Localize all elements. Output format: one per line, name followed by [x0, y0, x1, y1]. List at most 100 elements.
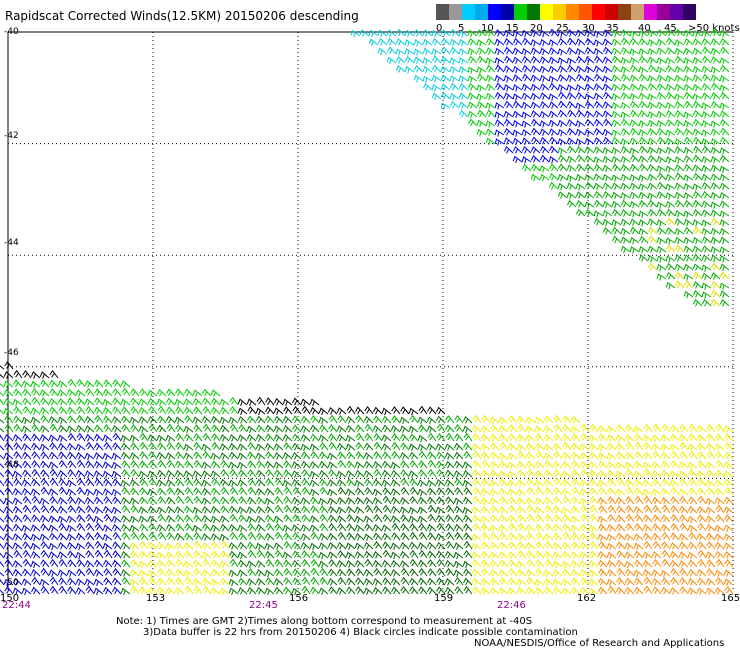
wind-barb: [525, 497, 536, 505]
wind-barb: [692, 65, 703, 74]
wind-barb: [710, 298, 721, 307]
wind-barb: [543, 452, 554, 461]
wind-barb: [719, 57, 730, 65]
wind-barb: [129, 497, 140, 506]
wind-barb: [426, 416, 437, 424]
wind-barb: [390, 577, 401, 586]
wind-barb: [720, 127, 730, 136]
wind-barb: [139, 441, 149, 451]
wind-barb: [616, 550, 626, 559]
wind-barb: [561, 460, 572, 469]
wind-barb: [336, 470, 347, 479]
wind-barb: [404, 39, 415, 47]
wind-barb: [449, 57, 460, 65]
wind-barb: [570, 524, 581, 533]
wind-barb: [265, 468, 275, 478]
wind-barb: [58, 585, 68, 595]
wind-barb: [228, 442, 239, 451]
wind-barb: [683, 75, 694, 83]
wind-barb: [175, 550, 185, 559]
wind-barb: [719, 219, 730, 227]
wind-barb: [525, 442, 536, 451]
wind-barb: [495, 64, 505, 73]
wind-barb: [665, 29, 676, 37]
wind-barb: [444, 586, 455, 595]
wind-barb: [49, 468, 59, 478]
wind-barb: [354, 479, 365, 488]
wind-barb: [557, 48, 568, 56]
wind-barb: [714, 533, 725, 542]
wind-barb: [67, 378, 77, 388]
wind-barb: [611, 174, 622, 182]
wind-barb: [494, 29, 505, 37]
wind-barb: [112, 531, 122, 541]
wind-barb: [692, 56, 703, 65]
wind-barb: [723, 542, 734, 550]
wind-barb: [602, 190, 613, 199]
wind-barb: [282, 524, 293, 533]
wind-barb: [193, 487, 203, 496]
wind-barb: [274, 549, 284, 559]
wind-barb: [422, 29, 433, 38]
wind-barb: [553, 513, 563, 523]
wind-barb: [710, 246, 721, 254]
wind-barb: [94, 496, 104, 505]
wind-barb: [193, 568, 203, 577]
wind-barb: [543, 425, 554, 433]
wind-barb: [463, 577, 473, 586]
wind-barb: [345, 434, 356, 443]
wind-barb: [427, 406, 437, 415]
wind-barb: [633, 542, 644, 551]
wind-barb: [526, 460, 536, 469]
wind-barb: [674, 28, 685, 37]
wind-barb: [76, 414, 86, 424]
wind-barb: [517, 460, 527, 469]
wind-barb: [651, 443, 662, 451]
wind-barb: [665, 255, 676, 263]
wind-barb: [603, 118, 613, 127]
wind-barb: [539, 56, 550, 64]
wind-barb: [4, 486, 14, 496]
wind-barb: [148, 576, 158, 586]
wind-barb: [399, 506, 410, 514]
wind-barb: [665, 281, 676, 290]
wind-barb: [606, 533, 617, 542]
wind-barb: [602, 155, 613, 164]
wind-barb: [94, 406, 104, 415]
wind-barb: [656, 219, 667, 227]
wind-barb: [634, 559, 644, 568]
wind-barb: [670, 459, 680, 469]
wind-barb: [373, 567, 383, 577]
wind-barb: [436, 415, 446, 424]
wind-barb: [602, 164, 613, 173]
wind-barb: [534, 586, 545, 595]
wind-barb: [211, 568, 221, 577]
wind-barb: [422, 82, 433, 91]
wind-barb: [22, 495, 32, 505]
wind-barb: [237, 443, 248, 451]
wind-barb: [111, 488, 122, 497]
wind-barb: [211, 541, 221, 550]
wind-barb: [409, 577, 419, 586]
wind-barb: [373, 540, 383, 550]
wind-barb: [390, 569, 401, 577]
wind-barb: [498, 470, 509, 479]
wind-barb: [611, 38, 622, 46]
wind-barb: [256, 532, 266, 541]
wind-barb: [553, 414, 563, 424]
wind-barb: [364, 423, 374, 433]
wind-barb: [602, 218, 613, 227]
wind-barb: [597, 515, 608, 524]
wind-barb: [309, 461, 320, 469]
wind-barb: [512, 65, 523, 74]
wind-barb: [327, 551, 338, 559]
wind-barb: [616, 514, 626, 523]
wind-barb: [624, 542, 635, 551]
wind-barb: [701, 190, 712, 199]
wind-barb: [570, 551, 581, 559]
wind-barb: [674, 101, 685, 109]
wind-barb: [656, 101, 667, 110]
wind-barb: [229, 396, 239, 406]
wind-barb: [157, 577, 167, 586]
wind-barb: [427, 586, 437, 595]
